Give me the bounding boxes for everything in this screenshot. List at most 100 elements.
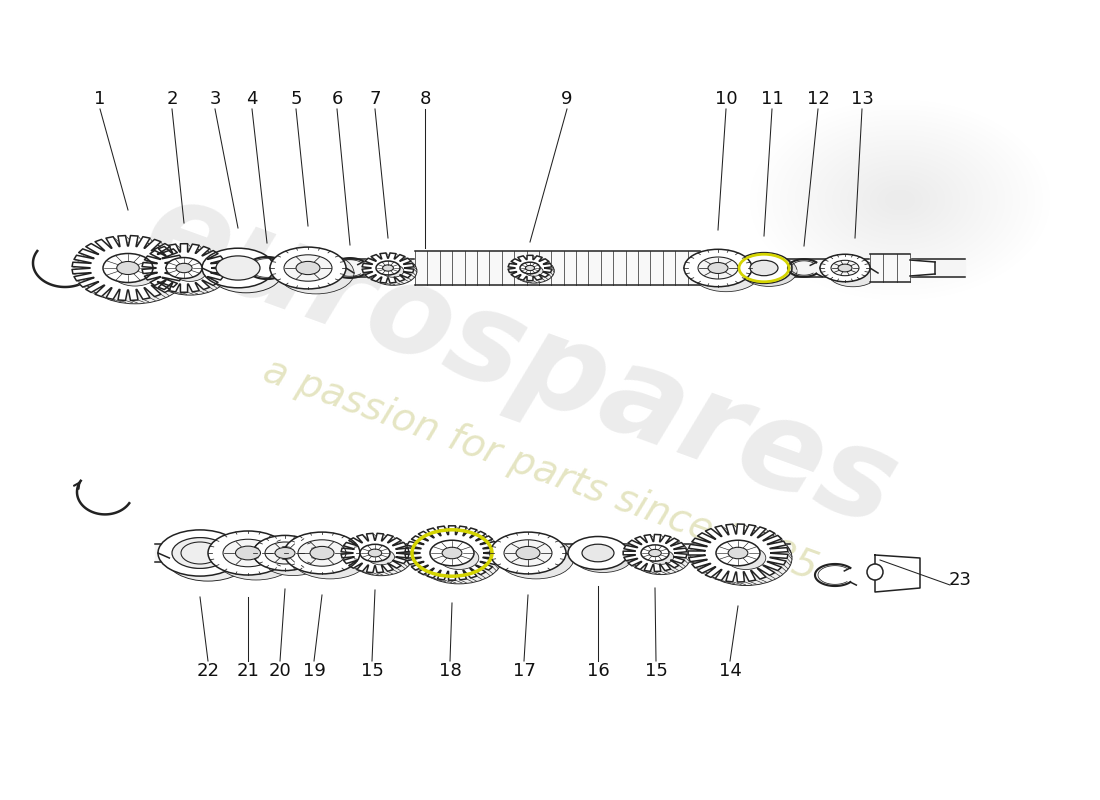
- Ellipse shape: [235, 546, 261, 560]
- Polygon shape: [568, 553, 632, 556]
- Ellipse shape: [275, 547, 295, 558]
- Ellipse shape: [439, 546, 478, 570]
- Polygon shape: [155, 544, 790, 562]
- Ellipse shape: [520, 262, 540, 274]
- Ellipse shape: [498, 537, 574, 579]
- Ellipse shape: [216, 256, 260, 280]
- Ellipse shape: [830, 260, 859, 276]
- Ellipse shape: [292, 537, 368, 579]
- Ellipse shape: [741, 255, 798, 286]
- Ellipse shape: [350, 538, 412, 576]
- Ellipse shape: [648, 550, 673, 564]
- Polygon shape: [820, 268, 878, 273]
- Ellipse shape: [284, 532, 360, 574]
- Polygon shape: [362, 253, 414, 283]
- Ellipse shape: [568, 537, 628, 570]
- Ellipse shape: [684, 250, 752, 286]
- Polygon shape: [270, 268, 354, 273]
- Ellipse shape: [174, 262, 206, 282]
- Ellipse shape: [708, 262, 728, 274]
- Ellipse shape: [103, 254, 153, 282]
- Text: 16: 16: [586, 662, 609, 680]
- Ellipse shape: [175, 538, 226, 568]
- Polygon shape: [73, 235, 184, 301]
- Text: 4: 4: [246, 90, 257, 108]
- Text: 15: 15: [645, 662, 668, 680]
- Polygon shape: [253, 553, 324, 558]
- Ellipse shape: [376, 261, 400, 275]
- Ellipse shape: [716, 540, 760, 566]
- Ellipse shape: [504, 540, 552, 566]
- Ellipse shape: [692, 254, 760, 292]
- Polygon shape: [910, 260, 935, 276]
- Ellipse shape: [430, 540, 474, 566]
- Ellipse shape: [382, 265, 404, 278]
- Text: 9: 9: [561, 90, 573, 108]
- Ellipse shape: [526, 266, 535, 270]
- Ellipse shape: [514, 259, 554, 283]
- Ellipse shape: [208, 531, 288, 575]
- Ellipse shape: [216, 536, 296, 580]
- Ellipse shape: [261, 541, 324, 576]
- Text: 20: 20: [268, 662, 292, 680]
- Ellipse shape: [172, 538, 228, 568]
- Polygon shape: [684, 268, 760, 273]
- Ellipse shape: [490, 532, 566, 574]
- Ellipse shape: [367, 549, 395, 565]
- Circle shape: [867, 564, 883, 580]
- Text: 11: 11: [760, 90, 783, 108]
- Ellipse shape: [700, 530, 792, 586]
- Text: 17: 17: [513, 662, 536, 680]
- Ellipse shape: [270, 247, 346, 289]
- Ellipse shape: [641, 545, 669, 561]
- Ellipse shape: [838, 264, 853, 272]
- Text: 14: 14: [718, 662, 741, 680]
- Text: 6: 6: [331, 90, 343, 108]
- Polygon shape: [208, 553, 296, 558]
- Ellipse shape: [631, 539, 691, 574]
- Ellipse shape: [296, 262, 320, 274]
- Text: 19: 19: [302, 662, 326, 680]
- Ellipse shape: [112, 260, 157, 286]
- Ellipse shape: [278, 252, 354, 294]
- Ellipse shape: [310, 546, 334, 560]
- Ellipse shape: [442, 547, 462, 558]
- Text: 1: 1: [95, 90, 106, 108]
- Text: a passion for parts since 1985: a passion for parts since 1985: [257, 352, 823, 588]
- Ellipse shape: [820, 254, 870, 282]
- Ellipse shape: [298, 540, 346, 566]
- Ellipse shape: [370, 257, 417, 286]
- Text: 7: 7: [370, 90, 381, 108]
- Ellipse shape: [368, 549, 382, 557]
- Polygon shape: [870, 254, 910, 282]
- Polygon shape: [736, 268, 798, 271]
- Ellipse shape: [516, 546, 540, 560]
- Ellipse shape: [360, 544, 390, 562]
- Ellipse shape: [210, 253, 282, 293]
- Text: 23: 23: [948, 571, 971, 589]
- Text: 13: 13: [850, 90, 873, 108]
- Ellipse shape: [383, 265, 394, 271]
- Polygon shape: [874, 555, 920, 592]
- Text: 8: 8: [419, 90, 431, 108]
- Ellipse shape: [284, 254, 332, 282]
- Ellipse shape: [416, 532, 503, 584]
- Text: 22: 22: [197, 662, 220, 680]
- Polygon shape: [341, 534, 409, 573]
- Ellipse shape: [176, 263, 192, 273]
- Ellipse shape: [736, 253, 792, 283]
- Polygon shape: [405, 526, 499, 580]
- Ellipse shape: [726, 546, 766, 570]
- Polygon shape: [284, 553, 368, 558]
- Text: 10: 10: [715, 90, 737, 108]
- Ellipse shape: [84, 242, 187, 304]
- Polygon shape: [508, 255, 552, 281]
- Text: 3: 3: [209, 90, 221, 108]
- Polygon shape: [90, 259, 965, 277]
- Text: 18: 18: [439, 662, 461, 680]
- Text: 5: 5: [290, 90, 301, 108]
- Ellipse shape: [158, 530, 242, 576]
- Ellipse shape: [152, 249, 229, 295]
- Ellipse shape: [166, 258, 202, 278]
- Polygon shape: [415, 251, 700, 285]
